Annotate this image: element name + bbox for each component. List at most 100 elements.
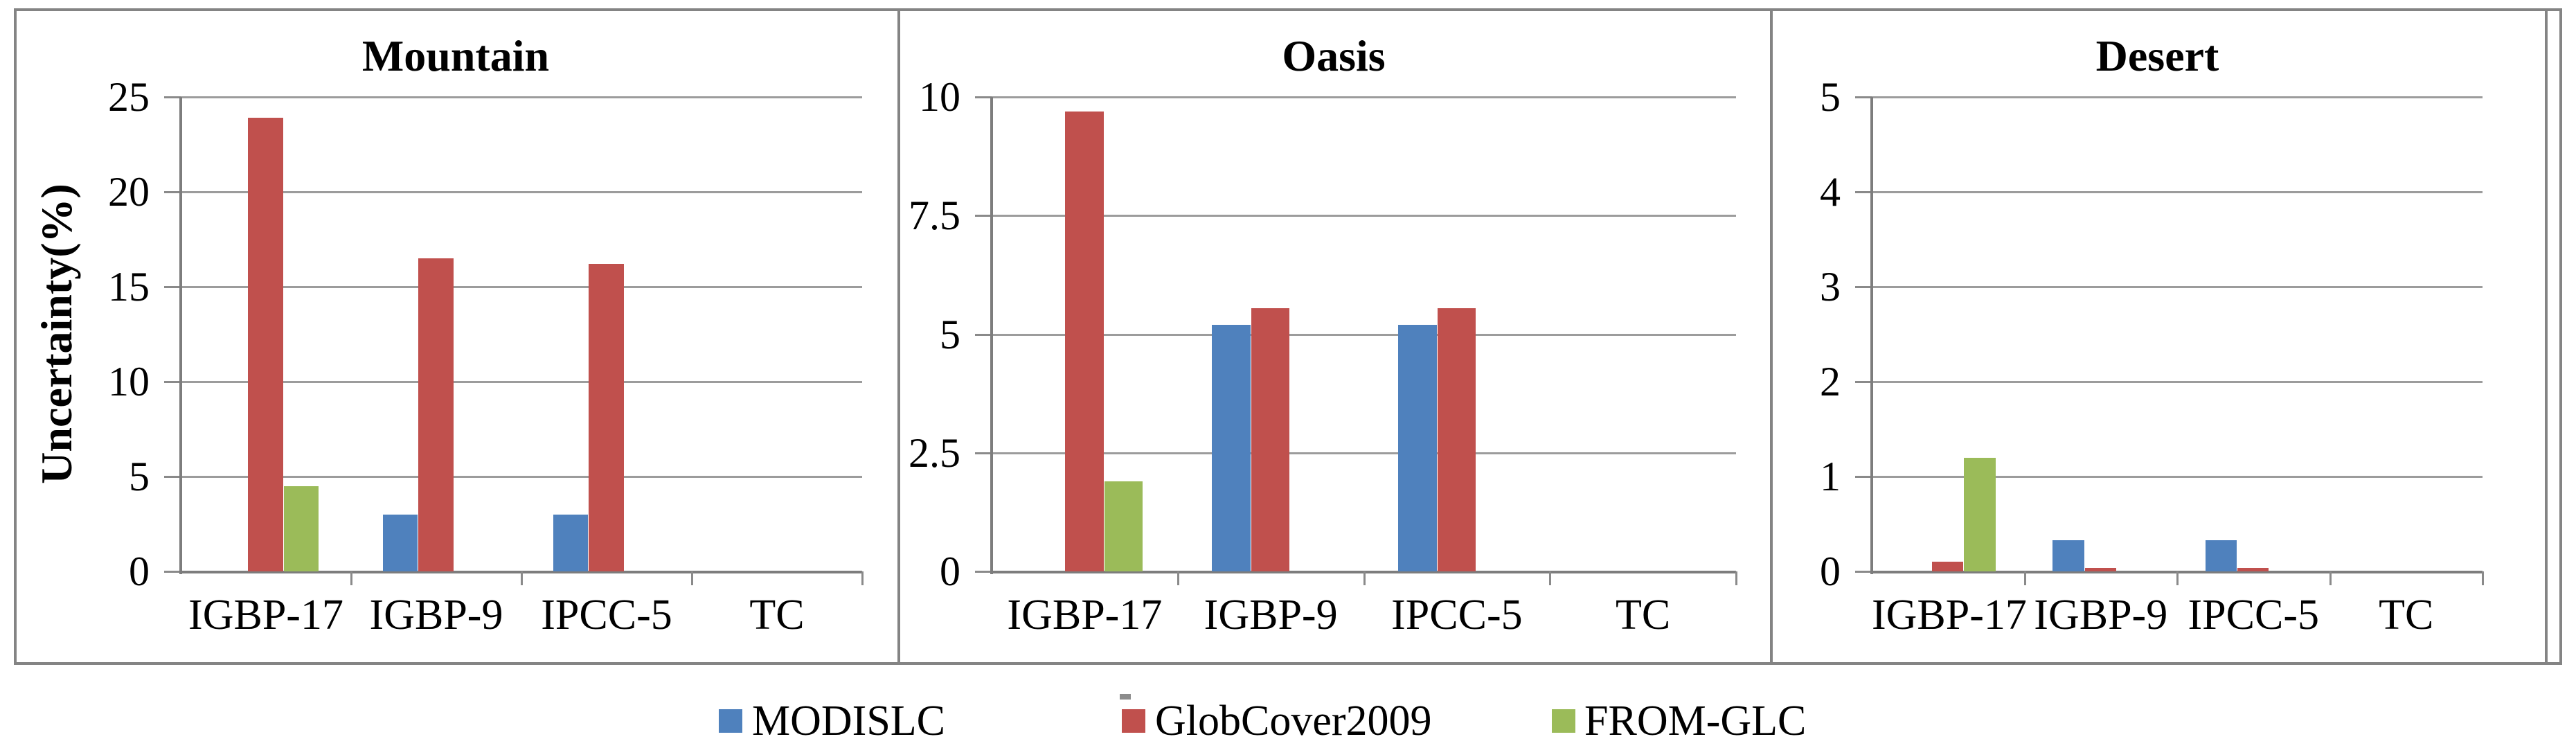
y-tick-desert-2	[1855, 381, 1872, 383]
gridline-desert-1	[1872, 476, 2483, 478]
category-label-oasis-tc: TC	[1616, 591, 1671, 639]
bar-globcover2009-desert-igbp-17	[1932, 562, 1964, 571]
y-tick-mountain-10	[164, 381, 181, 383]
x-tick-mountain-2	[521, 571, 523, 585]
y-tick-mountain-25	[164, 96, 181, 98]
category-label-desert-tc: TC	[2379, 591, 2434, 639]
legend-artifact-mark	[1120, 694, 1131, 700]
y-tick-label-oasis-7.5: 7.5	[909, 193, 960, 239]
y-tick-desert-5	[1855, 96, 1872, 98]
category-label-desert-igbp-17: IGBP-17	[1872, 591, 2027, 639]
x-tick-oasis-2	[1363, 571, 1366, 585]
legend-label-from-glc: FROM-GLC	[1584, 697, 1807, 745]
bar-globcover2009-mountain-igbp-9	[418, 258, 454, 571]
y-tick-label-mountain-20: 20	[108, 169, 150, 215]
legend-swatch-globcover2009	[1122, 709, 1145, 733]
y-tick-label-oasis-5: 5	[940, 311, 960, 357]
x-tick-mountain-1	[350, 571, 352, 585]
x-tick-oasis-4	[1735, 571, 1737, 585]
gridline-oasis-2.5	[992, 452, 1736, 454]
y-tick-label-mountain-15: 15	[108, 264, 150, 310]
y-tick-label-mountain-25: 25	[108, 74, 150, 120]
gridline-mountain-5	[181, 476, 862, 478]
gridline-desert-5	[1872, 96, 2483, 98]
y-tick-oasis-10	[975, 96, 992, 98]
category-label-oasis-igbp-17: IGBP-17	[1007, 591, 1163, 639]
gridline-desert-4	[1872, 191, 2483, 193]
legend-label-globcover2009: GlobCover2009	[1155, 697, 1432, 745]
bar-modislc-mountain-ipcc-5	[553, 514, 589, 571]
bar-globcover2009-oasis-igbp-9	[1251, 308, 1290, 571]
x-tick-oasis-1	[1177, 571, 1179, 585]
y-tick-label-desert-3: 3	[1820, 264, 1841, 310]
gridline-mountain-10	[181, 381, 862, 383]
y-tick-oasis-5	[975, 333, 992, 336]
category-label-mountain-igbp-9: IGBP-9	[369, 591, 503, 639]
y-tick-label-oasis-2.5: 2.5	[909, 429, 960, 476]
y-tick-label-desert-1: 1	[1820, 454, 1841, 499]
category-label-oasis-igbp-9: IGBP-9	[1204, 591, 1338, 639]
y-tick-oasis-0	[975, 571, 992, 573]
gridline-oasis-5	[992, 333, 1736, 336]
category-label-mountain-igbp-17: IGBP-17	[188, 591, 343, 639]
chart-panel-mountain: Mountain 0 5 10 15 20 25 IGBP-17 IGBP-9 IPCC-5 TC	[14, 8, 897, 665]
y-axis-mountain	[179, 97, 182, 574]
y-tick-label-desert-4: 4	[1820, 169, 1841, 215]
y-tick-label-mountain-0: 0	[129, 549, 150, 594]
legend-label-modislc: MODISLC	[752, 697, 946, 745]
x-tick-desert-3	[2329, 571, 2332, 585]
bar-globcover2009-mountain-igbp-17	[248, 118, 283, 571]
y-tick-label-mountain-5: 5	[129, 454, 150, 499]
y-tick-label-desert-2: 2	[1820, 359, 1841, 404]
y-tick-label-desert-5: 5	[1820, 74, 1841, 120]
category-label-desert-igbp-9: IGBP-9	[2034, 591, 2168, 639]
y-tick-mountain-20	[164, 191, 181, 193]
legend-swatch-modislc	[719, 709, 742, 733]
legend-swatch-from-glc	[1552, 709, 1575, 733]
y-axis-oasis	[990, 97, 993, 574]
bar-from-glc-mountain-igbp-17	[283, 486, 319, 571]
y-tick-mountain-5	[164, 476, 181, 478]
y-tick-desert-4	[1855, 191, 1872, 193]
x-tick-desert-1	[2023, 571, 2026, 585]
y-tick-oasis-7.5	[975, 215, 992, 217]
y-tick-desert-3	[1855, 286, 1872, 288]
y-tick-label-oasis-10: 10	[919, 74, 960, 120]
x-tick-mountain-3	[691, 571, 693, 585]
gridline-desert-2	[1872, 381, 2483, 383]
y-tick-oasis-2.5	[975, 452, 992, 454]
bar-globcover2009-oasis-ipcc-5	[1437, 308, 1476, 571]
panel-divider-1	[897, 8, 900, 665]
bar-modislc-desert-ipcc-5	[2205, 540, 2237, 571]
category-label-mountain-ipcc-5: IPCC-5	[541, 591, 672, 639]
category-label-oasis-ipcc-5: IPCC-5	[1391, 591, 1523, 639]
panel-title-oasis: Oasis	[1282, 31, 1386, 80]
category-label-mountain-tc: TC	[749, 591, 805, 639]
gridline-mountain-20	[181, 191, 862, 193]
bar-globcover2009-desert-ipcc-5	[2237, 567, 2269, 571]
category-label-desert-ipcc-5: IPCC-5	[2188, 591, 2319, 639]
bar-from-glc-oasis-igbp-17	[1104, 481, 1143, 571]
y-tick-desert-1	[1855, 476, 1872, 478]
y-tick-mountain-0	[164, 571, 181, 573]
panel-title-desert: Desert	[2095, 31, 2219, 80]
bar-modislc-oasis-igbp-9	[1212, 324, 1251, 571]
panel-divider-3	[2545, 8, 2548, 665]
gridline-oasis-7.5	[992, 215, 1736, 217]
y-tick-label-oasis-0: 0	[940, 549, 960, 594]
x-tick-desert-2	[2176, 571, 2179, 585]
gridline-oasis-10	[992, 96, 1736, 98]
bar-globcover2009-oasis-igbp-17	[1065, 111, 1104, 571]
gridline-mountain-25	[181, 96, 862, 98]
x-tick-oasis-3	[1549, 571, 1552, 585]
bar-modislc-oasis-ipcc-5	[1398, 324, 1437, 571]
chart-panel-oasis: Oasis 0 2.5 5 7.5 10 IGBP-17 IGBP-9 IPCC-5 TC	[897, 8, 1770, 665]
bar-modislc-desert-igbp-9	[2052, 540, 2084, 571]
y-tick-label-desert-0: 0	[1820, 549, 1841, 594]
x-tick-desert-4	[2482, 571, 2484, 585]
panel-title-mountain: Mountain	[361, 31, 550, 80]
chart-panel-desert: Desert 0 1 2 3 4 5 IGBP-17 IGBP-9 IPCC-5 TC	[1770, 8, 2545, 665]
y-tick-mountain-15	[164, 286, 181, 288]
y-tick-label-mountain-10: 10	[108, 359, 150, 404]
